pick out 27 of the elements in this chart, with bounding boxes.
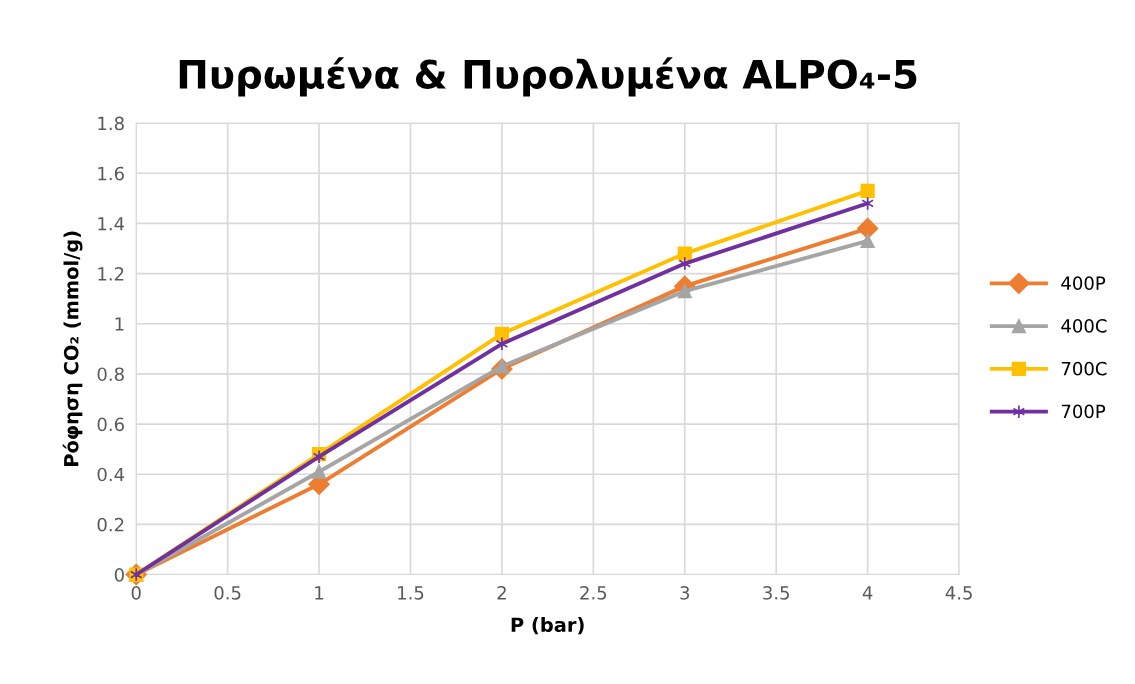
x-tick-label: 3: [680, 585, 690, 600]
y-tick-label: 1.4: [98, 217, 125, 231]
x-tick-label: 3.5: [763, 585, 789, 600]
legend-label: 700C: [1061, 361, 1107, 376]
x-tick-label: 4.5: [945, 586, 972, 600]
legend-label: 400P: [1061, 276, 1106, 290]
x-tick-label: 1.5: [398, 586, 424, 600]
y-tick-label: 0.6: [97, 417, 124, 432]
y-tick-label: 0.2: [97, 517, 124, 532]
x-tick-label: 0: [131, 585, 141, 600]
chart-title: Πυρωμένα & Πυρολυμένα ALPO₄-5: [179, 57, 917, 97]
x-tick-label: 2: [497, 585, 506, 600]
x-tick-label: 0.5: [214, 585, 241, 600]
y-tick-label: 0: [114, 568, 124, 582]
y-tick-label: 1.8: [98, 116, 124, 131]
y-tick-label: 0.8: [97, 367, 124, 382]
x-tick-label: 1: [315, 586, 324, 600]
y-axis-title: Ρόφηση CO₂ (mmol/g): [62, 231, 83, 466]
x-tick-label: 4: [862, 586, 873, 600]
y-tick-label: 0.4: [97, 467, 125, 482]
legend-label: 700P: [1061, 404, 1106, 419]
y-tick-label: 1.2: [98, 267, 124, 281]
x-axis-title: P (bar): [511, 617, 584, 635]
legend-label: 400C: [1061, 319, 1107, 333]
y-tick-label: 1.6: [98, 166, 124, 181]
x-tick-label: 2.5: [580, 585, 607, 600]
y-tick-label: 1: [115, 317, 124, 331]
